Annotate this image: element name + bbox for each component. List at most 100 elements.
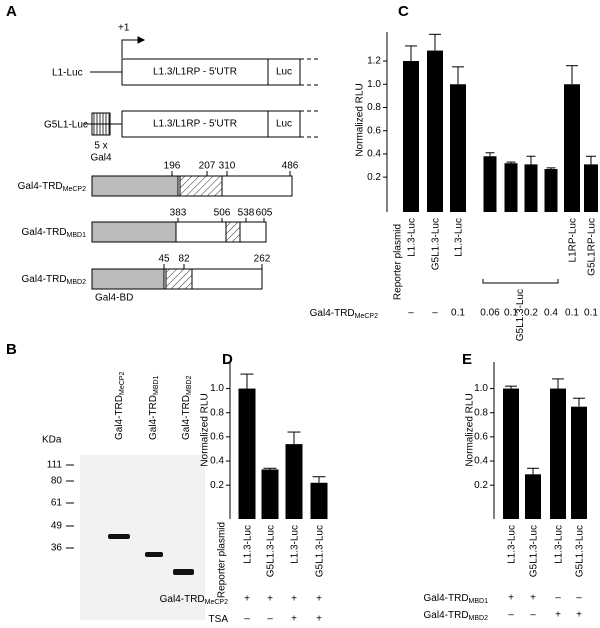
condition-label-sub: MBD2: [469, 615, 489, 622]
condition-value: 0.1: [451, 308, 465, 319]
y-tick-label: 0.6: [474, 432, 488, 443]
x-tick-label: L1.3-Luc: [290, 525, 301, 564]
y-tick-label: 1.0: [210, 383, 224, 394]
panel-label: B: [6, 341, 17, 358]
band: [145, 552, 163, 557]
x-tick-label: G5L1.3-Luc: [575, 525, 586, 577]
condition-value: –: [244, 614, 250, 625]
residue-number: 506: [214, 208, 231, 219]
condition-value: +: [576, 610, 582, 621]
condition-value: +: [291, 614, 297, 625]
bar: [550, 388, 566, 519]
band: [173, 569, 194, 575]
condition-value: 0.06: [480, 308, 500, 319]
condition-label: Gal4-TRDMeCP2: [310, 308, 378, 320]
y-tick-label: 0.2: [367, 172, 381, 183]
residue-number: 486: [282, 161, 299, 172]
gal4-bd: [91, 175, 179, 197]
bar: [310, 482, 328, 519]
fusion-label-sub: MeCP2: [63, 186, 86, 193]
y-tick-label: 0.4: [474, 456, 488, 467]
y-tick-label: 0.4: [367, 149, 381, 160]
condition-label: Gal4-TRDMBD2: [424, 610, 489, 622]
bar: [504, 163, 518, 212]
tss-label: +1: [118, 23, 130, 34]
condition-value: –: [555, 593, 561, 604]
bar: [571, 406, 587, 519]
condition-value: –: [267, 614, 273, 625]
diagram-a: [84, 36, 320, 290]
y-tick-label: 0.6: [367, 125, 381, 136]
x-tick-label: L1RP-Luc: [568, 218, 579, 262]
promoter-box: [121, 58, 301, 86]
group-bracket: [482, 279, 559, 284]
x-tick-label: L1.3-Luc: [243, 525, 254, 564]
fusion-label: Gal4-TRDMBD2: [22, 274, 87, 286]
y-tick-label: 1.0: [474, 383, 488, 394]
bar: [525, 474, 541, 519]
condition-value: 0.1: [565, 308, 579, 319]
construct-name: G5L1-Luc: [44, 120, 88, 131]
condition-label-main: Gal4-TRD: [424, 593, 469, 604]
x-axis-label: Reporter plasmid: [393, 224, 404, 300]
fusion-label-main: Gal4-TRD: [22, 227, 67, 238]
trd: [179, 175, 223, 197]
x-tick-label: L1.3-Luc: [554, 525, 565, 564]
fusion-label: Gal4-TRDMeCP2: [18, 181, 86, 193]
marker-label: 80: [51, 476, 63, 487]
condition-value: +: [291, 594, 297, 605]
marker-label: 111: [47, 460, 63, 471]
fusion-label: Gal4-TRDMBD1: [22, 227, 87, 239]
lane-label: Gal4-TRDMeCP2: [114, 372, 126, 440]
trd: [165, 268, 193, 290]
lane-label-sub: MBD1: [153, 375, 160, 395]
x-tick-label: L1.3-Luc: [507, 525, 518, 564]
condition-value: –: [508, 610, 514, 621]
residue-number: 383: [170, 208, 187, 219]
bar: [450, 84, 466, 212]
x-tick-label: G5L1.3-Luc: [315, 525, 326, 577]
panel-label: C: [398, 3, 409, 20]
fusion-label-sub: MBD1: [67, 232, 87, 239]
x-tick-label: L1.3-Luc: [454, 218, 465, 257]
lane-label: Gal4-TRDMBD2: [181, 375, 193, 440]
condition-label-main: TSA: [209, 614, 229, 625]
bar: [584, 164, 598, 212]
bar: [503, 388, 519, 519]
condition-label: Gal4-TRDMBD1: [424, 593, 489, 605]
y-axis-label: Normalized RLU: [465, 393, 476, 466]
bar: [524, 164, 538, 212]
panel-label: A: [6, 3, 17, 20]
residue-number: 196: [164, 161, 181, 172]
band: [108, 534, 130, 539]
unit-label: KDa: [42, 435, 62, 446]
condition-value: –: [432, 308, 438, 319]
bar: [261, 469, 279, 519]
lane-label-main: Gal4-TRD: [181, 395, 192, 440]
condition-value: 0.1: [584, 308, 598, 319]
gal4-label: Gal4: [90, 153, 112, 164]
condition-label-sub: MeCP2: [205, 599, 228, 606]
reporter-label: Luc: [276, 67, 292, 78]
marker-label: 49: [51, 521, 63, 532]
bar: [483, 156, 497, 212]
condition-value: +: [267, 594, 273, 605]
condition-label-sub: MeCP2: [355, 313, 378, 320]
condition-value: 0.4: [544, 308, 558, 319]
y-tick-label: 0.2: [210, 480, 224, 491]
bar: [544, 169, 558, 212]
residue-number: 45: [158, 254, 170, 265]
residue-number: 82: [178, 254, 190, 265]
condition-label-main: Gal4-TRD: [310, 308, 355, 319]
y-tick-label: 0.8: [474, 407, 488, 418]
residue-number: 310: [219, 161, 236, 172]
gel: [80, 455, 205, 620]
lane-label-sub: MBD2: [186, 375, 193, 395]
fusion-label-main: Gal4-TRD: [18, 181, 63, 192]
condition-label: Gal4-TRDMeCP2: [160, 594, 228, 606]
condition-value: +: [555, 610, 561, 621]
arrow-head: [137, 36, 146, 44]
bar: [285, 444, 303, 519]
panel-label: E: [462, 351, 472, 368]
